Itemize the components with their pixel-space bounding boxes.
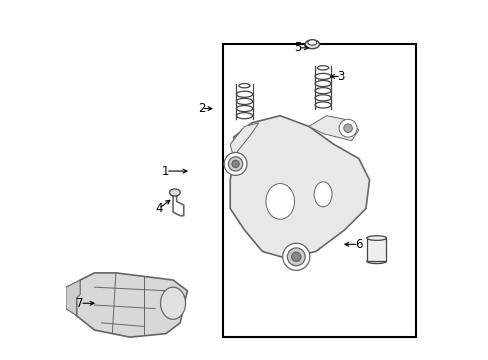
Ellipse shape xyxy=(265,184,294,219)
Ellipse shape xyxy=(236,113,252,119)
Text: 7: 7 xyxy=(76,297,84,310)
Circle shape xyxy=(339,119,356,137)
Text: 4: 4 xyxy=(155,202,162,215)
Ellipse shape xyxy=(314,95,330,101)
Ellipse shape xyxy=(236,105,252,112)
FancyBboxPatch shape xyxy=(366,238,386,261)
Circle shape xyxy=(231,160,239,167)
Ellipse shape xyxy=(314,73,330,80)
Ellipse shape xyxy=(314,87,330,94)
Ellipse shape xyxy=(366,259,386,264)
Ellipse shape xyxy=(307,40,316,45)
Circle shape xyxy=(343,124,352,132)
Text: 6: 6 xyxy=(354,238,362,251)
Ellipse shape xyxy=(236,91,252,97)
Circle shape xyxy=(287,248,305,266)
Circle shape xyxy=(228,157,242,171)
PathPatch shape xyxy=(308,116,358,141)
Ellipse shape xyxy=(160,287,185,319)
Ellipse shape xyxy=(305,40,319,49)
Text: 5: 5 xyxy=(294,41,301,54)
Ellipse shape xyxy=(313,182,331,207)
PathPatch shape xyxy=(230,116,369,258)
Ellipse shape xyxy=(236,98,252,104)
Circle shape xyxy=(291,252,300,261)
Ellipse shape xyxy=(238,84,250,88)
PathPatch shape xyxy=(230,123,258,158)
Ellipse shape xyxy=(169,189,180,196)
Text: 3: 3 xyxy=(337,70,344,83)
Ellipse shape xyxy=(366,236,386,240)
Text: 2: 2 xyxy=(198,102,205,115)
Text: 1: 1 xyxy=(162,165,169,177)
PathPatch shape xyxy=(77,273,187,337)
Ellipse shape xyxy=(314,102,330,108)
PathPatch shape xyxy=(66,280,80,316)
Ellipse shape xyxy=(317,66,328,70)
Circle shape xyxy=(224,153,246,175)
Circle shape xyxy=(282,243,309,270)
Ellipse shape xyxy=(314,81,330,87)
